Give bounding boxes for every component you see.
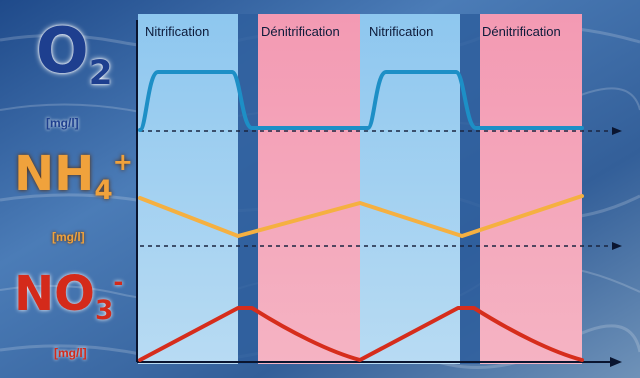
- denitrification-band-2: [480, 14, 582, 364]
- denitrification-band-1: [258, 14, 360, 364]
- phase-label-4: Dénitrification: [482, 24, 561, 39]
- no3-symbol: NO: [14, 266, 95, 322]
- nh4-superscript: +: [112, 147, 133, 176]
- nh4-label: NH4+: [14, 147, 133, 204]
- phase-label-2: Dénitrification: [261, 24, 340, 39]
- nh4-unit: [mg/l]: [52, 230, 85, 244]
- o2-label: O2: [36, 20, 112, 90]
- no3-unit: [mg/l]: [54, 346, 87, 360]
- no3-subscript: 3: [94, 295, 114, 327]
- no3-label: NO3-: [14, 267, 124, 324]
- x-axis-arrow-icon: [610, 357, 622, 367]
- nitrification-band-1: [138, 14, 238, 364]
- o2-symbol: O: [36, 14, 89, 87]
- no3-superscript: -: [113, 267, 124, 296]
- no3-curve: [138, 306, 584, 362]
- o2-baseline-arrow-icon: [612, 127, 622, 135]
- o2-curve: [138, 70, 584, 132]
- nh4-subscript: 4: [94, 175, 113, 207]
- phase-label-1: Nitrification: [145, 24, 210, 39]
- phase-label-3: Nitrification: [369, 24, 434, 39]
- nh4-baseline-arrow-icon: [612, 242, 622, 250]
- o2-subscript: 2: [88, 52, 113, 93]
- o2-unit: [mg/l]: [46, 116, 79, 130]
- nh4-curve: [138, 194, 584, 238]
- nitrification-band-2: [360, 14, 460, 364]
- nh4-symbol: NH: [14, 146, 95, 202]
